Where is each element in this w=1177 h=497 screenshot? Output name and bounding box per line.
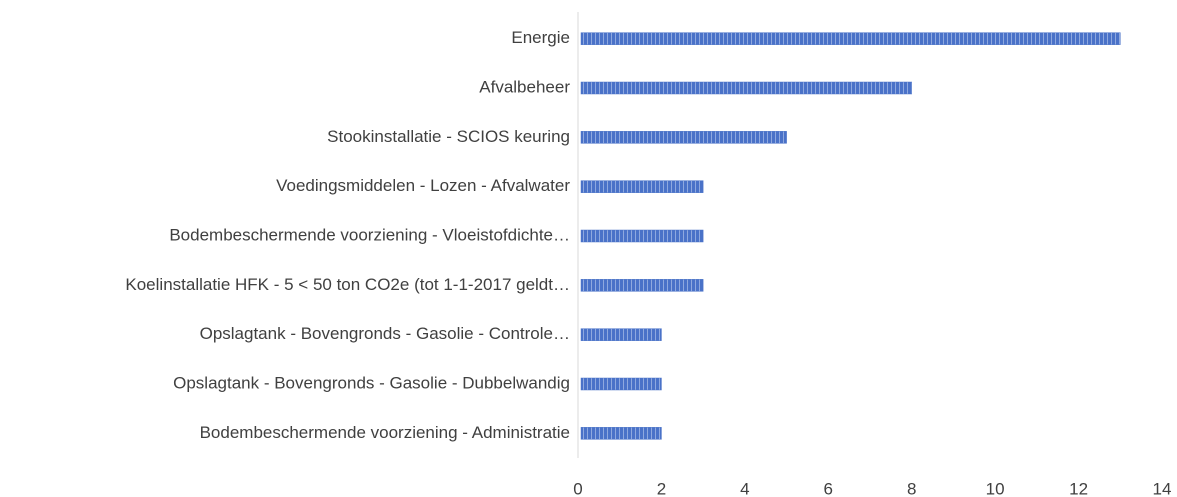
- y-tick-label: Opslagtank - Bovengronds - Gasolie - Dub…: [173, 373, 570, 392]
- y-tick-label: Stookinstallatie - SCIOS keuring: [327, 127, 570, 146]
- bar: [580, 377, 662, 391]
- bar: [580, 427, 662, 440]
- y-tick-label: Afvalbeheer: [479, 77, 570, 96]
- y-tick-label: Bodembeschermende voorziening - Vloeisto…: [169, 225, 570, 244]
- y-tick-label: Bodembeschermende voorziening - Administ…: [200, 423, 570, 442]
- y-tick-label: Voedingsmiddelen - Lozen - Afvalwater: [276, 176, 570, 195]
- bar: [580, 229, 704, 243]
- bar: [580, 328, 662, 341]
- bar: [580, 81, 912, 95]
- x-tick-label: 8: [907, 479, 916, 497]
- y-tick-label: Energie: [511, 28, 570, 47]
- x-tick-label: 0: [573, 479, 582, 497]
- x-tick-label: 10: [986, 479, 1005, 497]
- x-tick-label: 12: [1069, 479, 1088, 497]
- x-tick-label: 2: [657, 479, 666, 497]
- bar: [580, 180, 704, 193]
- bar: [580, 131, 787, 144]
- x-tick-label: 6: [824, 479, 833, 497]
- bar: [580, 32, 1121, 45]
- y-tick-label: Koelinstallatie HFK - 5 < 50 ton CO2e (t…: [125, 275, 570, 294]
- x-tick-label: 4: [740, 479, 749, 497]
- y-tick-label: Opslagtank - Bovengronds - Gasolie - Con…: [200, 324, 570, 343]
- x-tick-label: 14: [1153, 479, 1172, 497]
- bar: [580, 279, 704, 292]
